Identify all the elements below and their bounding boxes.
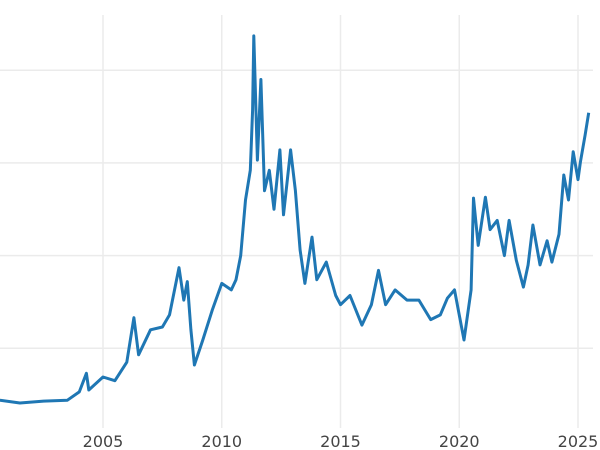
series-line — [0, 34, 591, 405]
x-axis-ticks: 2005 2010 2015 2020 2025 — [83, 432, 599, 450]
x-tick-label: 2005 — [83, 432, 124, 450]
x-tick-label: 2015 — [320, 432, 361, 450]
x-tick-label: 2025 — [558, 432, 599, 450]
gridlines — [0, 15, 593, 428]
x-tick-label: 2010 — [201, 432, 242, 450]
x-tick-label: 2020 — [439, 432, 480, 450]
